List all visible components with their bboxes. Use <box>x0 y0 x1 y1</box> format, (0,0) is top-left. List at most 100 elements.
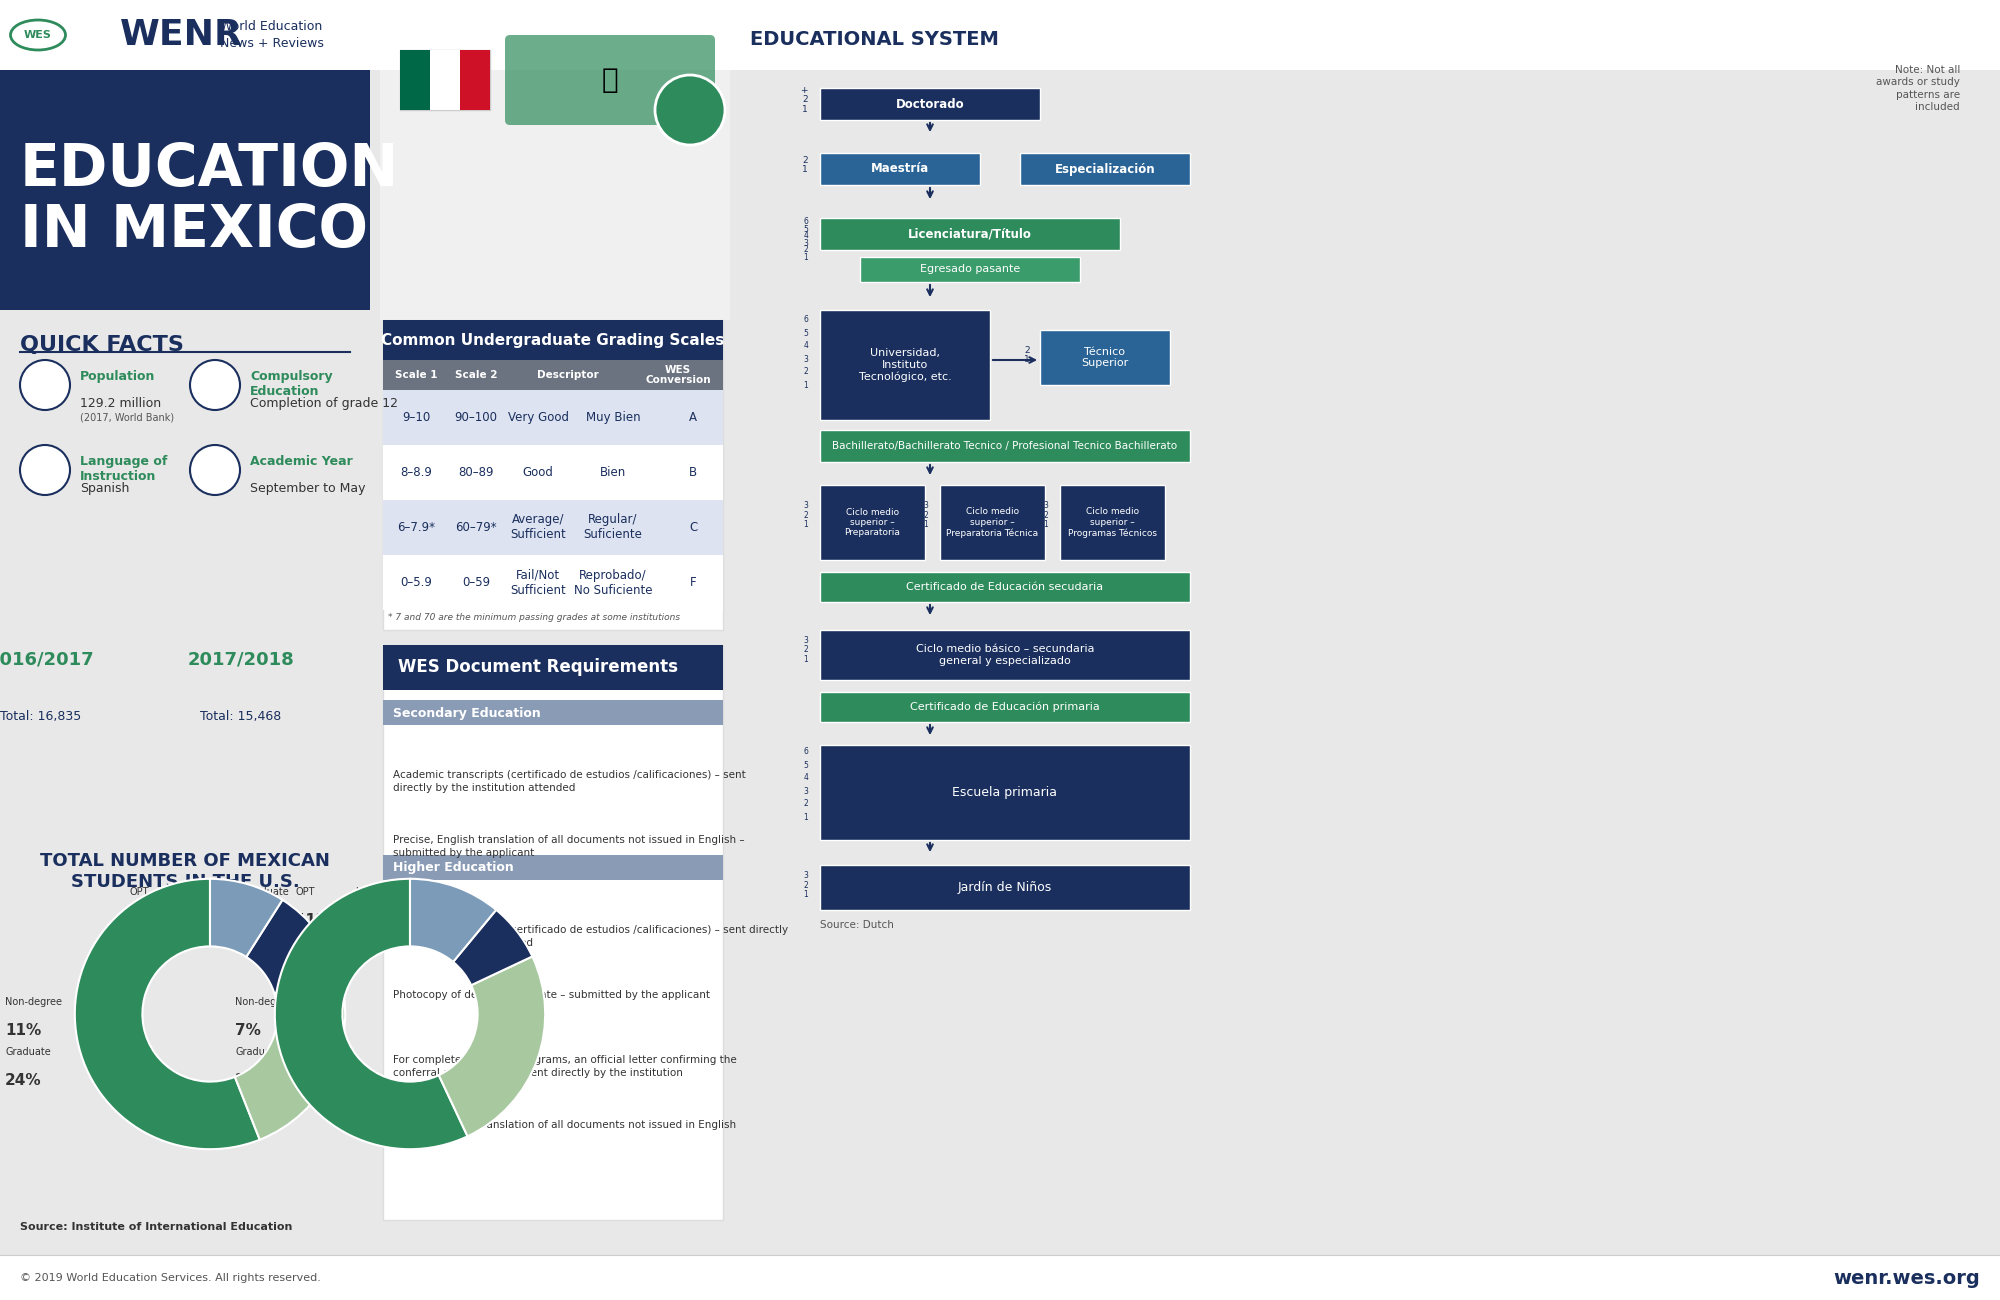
Text: 6–7.9*: 6–7.9* <box>396 521 436 534</box>
Text: Compulsory
Education: Compulsory Education <box>250 370 332 398</box>
FancyBboxPatch shape <box>384 699 724 725</box>
Ellipse shape <box>10 20 66 49</box>
Text: 2017/2018: 2017/2018 <box>188 650 294 668</box>
Text: Scale 2: Scale 2 <box>454 370 498 380</box>
Text: 8–8.9: 8–8.9 <box>400 465 432 478</box>
Text: EDUCATION
IN MEXICO: EDUCATION IN MEXICO <box>20 140 400 259</box>
Text: Especialización: Especialización <box>1054 162 1156 176</box>
Text: For completed doctoral programs, an official letter confirming the
conferral of : For completed doctoral programs, an offi… <box>392 1056 736 1078</box>
Circle shape <box>190 445 240 495</box>
Text: Source: Institute of International Education: Source: Institute of International Educa… <box>20 1222 292 1232</box>
Text: F: F <box>690 576 696 589</box>
Text: Certificado de Educación secudaria: Certificado de Educación secudaria <box>906 582 1104 592</box>
Text: 11%: 11% <box>296 913 332 928</box>
Text: Spanish: Spanish <box>80 482 130 495</box>
Text: 129.2 million: 129.2 million <box>80 396 162 410</box>
FancyBboxPatch shape <box>384 360 724 390</box>
FancyBboxPatch shape <box>0 309 370 850</box>
FancyBboxPatch shape <box>860 257 1080 282</box>
Text: Egresado pasante: Egresado pasante <box>920 264 1020 274</box>
Text: Certificado de Educación primaria: Certificado de Educación primaria <box>910 702 1100 712</box>
Text: 1: 1 <box>804 252 808 261</box>
Text: 3: 3 <box>804 786 808 796</box>
Text: 3
2
1: 3 2 1 <box>1044 500 1048 529</box>
FancyBboxPatch shape <box>430 49 460 110</box>
Circle shape <box>656 75 724 146</box>
FancyBboxPatch shape <box>400 49 490 110</box>
Text: 56%: 56% <box>216 913 252 928</box>
Text: Muy Bien: Muy Bien <box>586 411 640 424</box>
FancyBboxPatch shape <box>384 500 724 555</box>
Text: Ciclo medio
superior –
Preparatoria Técnica: Ciclo medio superior – Preparatoria Técn… <box>946 507 1038 538</box>
FancyBboxPatch shape <box>1040 330 1170 385</box>
FancyBboxPatch shape <box>1020 153 1190 185</box>
Text: 2
1: 2 1 <box>802 156 808 174</box>
Text: Escuela primaria: Escuela primaria <box>952 786 1058 800</box>
Wedge shape <box>74 879 260 1149</box>
Text: 6: 6 <box>804 316 808 325</box>
FancyBboxPatch shape <box>384 445 724 500</box>
Text: September to May: September to May <box>250 482 366 495</box>
Text: WENR: WENR <box>120 18 242 52</box>
Text: Secondary Education: Secondary Education <box>392 706 540 719</box>
Text: 4: 4 <box>804 231 808 240</box>
Text: 25%: 25% <box>236 1072 272 1088</box>
Circle shape <box>190 360 240 410</box>
Text: wenr.wes.org: wenr.wes.org <box>1834 1269 1980 1287</box>
FancyBboxPatch shape <box>820 692 1190 722</box>
Text: OPT: OPT <box>296 887 314 897</box>
Text: WES Document Requirements: WES Document Requirements <box>398 658 678 676</box>
Text: 2
1: 2 1 <box>1024 346 1030 364</box>
Text: Source: Dutch: Source: Dutch <box>820 920 894 930</box>
Text: 0–5.9: 0–5.9 <box>400 576 432 589</box>
FancyBboxPatch shape <box>820 153 980 185</box>
Text: 24%: 24% <box>4 1072 42 1088</box>
Text: WES
Conversion: WES Conversion <box>646 364 710 385</box>
Text: Academic transcripts (certificado de estudios /calificaciones) – sent directly
b: Academic transcripts (certificado de est… <box>392 926 788 948</box>
FancyBboxPatch shape <box>820 309 990 420</box>
Text: Universidad,
Instituto
Tecnológico, etc.: Universidad, Instituto Tecnológico, etc. <box>858 348 952 382</box>
Text: Bachillerato/Bachillerato Tecnico / Profesional Tecnico Bachillerato: Bachillerato/Bachillerato Tecnico / Prof… <box>832 441 1178 451</box>
Text: Photocopy of degree certificate – submitted by the applicant: Photocopy of degree certificate – submit… <box>392 991 710 1000</box>
Text: WES: WES <box>24 30 52 40</box>
Text: 3: 3 <box>804 355 808 364</box>
Text: Maestría: Maestría <box>870 162 930 176</box>
Text: B: B <box>688 465 698 478</box>
Wedge shape <box>210 879 282 957</box>
Text: Academic transcripts (certificado de estudios /calificaciones) – sent
directly b: Academic transcripts (certificado de est… <box>392 770 746 793</box>
FancyBboxPatch shape <box>384 390 724 445</box>
Text: Fail/Not
Sufficient: Fail/Not Sufficient <box>510 568 566 597</box>
Text: 7%: 7% <box>236 1023 260 1037</box>
Text: 3
2
1: 3 2 1 <box>924 500 928 529</box>
Text: 0–59: 0–59 <box>462 576 490 589</box>
Text: 1: 1 <box>804 812 808 822</box>
Text: C: C <box>688 521 698 534</box>
Text: Reprobado/
No Suficiente: Reprobado/ No Suficiente <box>574 568 652 597</box>
Text: 3
2
1: 3 2 1 <box>804 636 808 664</box>
Wedge shape <box>454 910 532 985</box>
Text: Ciclo medio
superior –
Preparatoria: Ciclo medio superior – Preparatoria <box>844 507 900 537</box>
Text: EDUCATIONAL SYSTEM: EDUCATIONAL SYSTEM <box>750 30 998 49</box>
FancyBboxPatch shape <box>0 70 370 309</box>
FancyBboxPatch shape <box>384 645 724 1219</box>
FancyBboxPatch shape <box>400 49 430 110</box>
FancyBboxPatch shape <box>0 850 370 1300</box>
Text: 2: 2 <box>804 368 808 377</box>
Text: 2: 2 <box>804 800 808 809</box>
Text: 60–79*: 60–79* <box>456 521 496 534</box>
Text: Licenciatura/Título: Licenciatura/Título <box>908 227 1032 240</box>
FancyBboxPatch shape <box>384 320 724 360</box>
Wedge shape <box>234 972 346 1140</box>
Text: Regular/
Suficiente: Regular/ Suficiente <box>584 514 642 542</box>
Text: Higher Education: Higher Education <box>392 862 514 875</box>
FancyBboxPatch shape <box>384 645 724 690</box>
Text: 9%: 9% <box>130 913 156 928</box>
Text: 80–89: 80–89 <box>458 465 494 478</box>
FancyBboxPatch shape <box>460 49 490 110</box>
Text: Population: Population <box>80 370 156 383</box>
Wedge shape <box>410 879 496 962</box>
FancyBboxPatch shape <box>384 855 724 880</box>
Text: 6: 6 <box>804 217 808 226</box>
Text: Graduate: Graduate <box>4 1046 50 1057</box>
FancyBboxPatch shape <box>820 745 1190 840</box>
